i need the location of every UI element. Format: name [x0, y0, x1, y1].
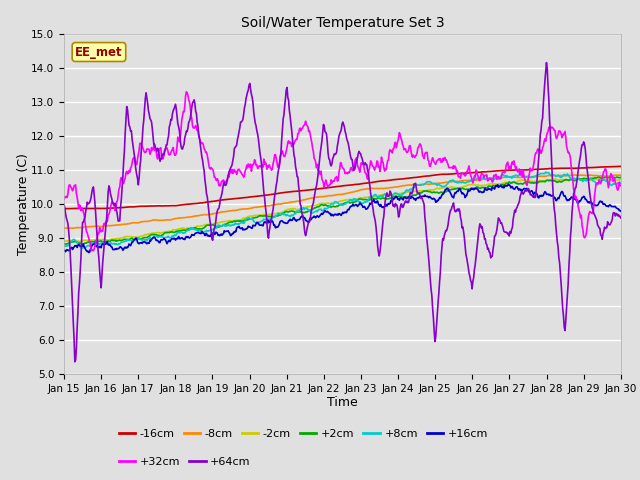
-2cm	[426, 187, 434, 193]
+16cm	[185, 235, 193, 240]
+32cm	[182, 89, 190, 95]
+16cm	[411, 196, 419, 202]
+8cm	[411, 183, 419, 189]
+2cm	[214, 224, 222, 230]
+32cm	[215, 183, 223, 189]
-2cm	[60, 239, 68, 244]
Line: -16cm: -16cm	[64, 167, 621, 209]
-8cm	[70, 225, 77, 231]
+64cm	[543, 60, 550, 65]
-16cm	[214, 198, 221, 204]
-2cm	[617, 177, 625, 182]
-2cm	[127, 234, 135, 240]
+16cm	[70, 244, 78, 250]
-16cm	[127, 204, 135, 210]
Line: +64cm: +64cm	[64, 62, 621, 362]
-8cm	[128, 220, 136, 226]
+8cm	[185, 227, 193, 233]
-16cm	[410, 175, 418, 180]
Line: -2cm: -2cm	[64, 178, 621, 241]
+16cm	[214, 232, 222, 238]
+32cm	[617, 183, 625, 189]
Line: +32cm: +32cm	[64, 92, 621, 251]
+16cm	[128, 239, 136, 245]
+32cm	[70, 183, 78, 189]
Line: +2cm: +2cm	[64, 177, 621, 244]
+64cm	[60, 201, 68, 207]
+64cm	[70, 335, 78, 341]
-2cm	[70, 239, 78, 244]
-8cm	[428, 181, 435, 187]
Line: +16cm: +16cm	[64, 184, 621, 252]
Line: +8cm: +8cm	[64, 172, 621, 248]
+64cm	[185, 120, 193, 125]
+2cm	[607, 174, 614, 180]
+64cm	[214, 206, 222, 212]
-2cm	[184, 225, 192, 231]
+2cm	[411, 192, 419, 198]
+2cm	[60, 241, 68, 247]
-16cm	[617, 164, 625, 169]
Text: EE_met: EE_met	[75, 46, 123, 59]
-16cm	[184, 202, 192, 207]
Title: Soil/Water Temperature Set 3: Soil/Water Temperature Set 3	[241, 16, 444, 30]
-2cm	[410, 189, 418, 194]
+64cm	[71, 359, 79, 365]
+16cm	[617, 208, 625, 214]
-8cm	[60, 225, 68, 231]
+8cm	[542, 169, 550, 175]
-8cm	[185, 215, 193, 220]
+32cm	[186, 99, 193, 105]
Legend: +32cm, +64cm: +32cm, +64cm	[114, 452, 255, 471]
+32cm	[60, 196, 68, 202]
+8cm	[617, 180, 625, 186]
+2cm	[70, 239, 78, 245]
+8cm	[60, 243, 68, 249]
+2cm	[78, 241, 86, 247]
-2cm	[575, 175, 583, 181]
+16cm	[428, 195, 435, 201]
-8cm	[71, 225, 79, 231]
X-axis label: Time: Time	[327, 396, 358, 408]
+2cm	[617, 174, 625, 180]
+16cm	[60, 248, 68, 253]
+64cm	[617, 215, 625, 221]
+8cm	[428, 180, 435, 185]
-8cm	[214, 210, 222, 216]
+2cm	[185, 226, 193, 232]
+8cm	[79, 245, 86, 251]
-8cm	[569, 172, 577, 178]
Line: -8cm: -8cm	[64, 175, 621, 228]
Y-axis label: Temperature (C): Temperature (C)	[17, 153, 30, 255]
-8cm	[617, 172, 625, 178]
+2cm	[428, 190, 435, 195]
-16cm	[70, 205, 78, 211]
+64cm	[428, 287, 435, 292]
-16cm	[616, 164, 624, 169]
-16cm	[60, 206, 68, 212]
+32cm	[128, 160, 136, 166]
+16cm	[505, 181, 513, 187]
+8cm	[128, 238, 136, 244]
-16cm	[426, 173, 434, 179]
+64cm	[128, 136, 136, 142]
+32cm	[428, 157, 436, 163]
-8cm	[411, 182, 419, 188]
-2cm	[214, 220, 221, 226]
+32cm	[412, 153, 419, 158]
+16cm	[85, 250, 93, 255]
+2cm	[128, 235, 136, 241]
+8cm	[70, 236, 78, 242]
+32cm	[88, 248, 96, 254]
+64cm	[411, 181, 419, 187]
+8cm	[214, 223, 222, 228]
